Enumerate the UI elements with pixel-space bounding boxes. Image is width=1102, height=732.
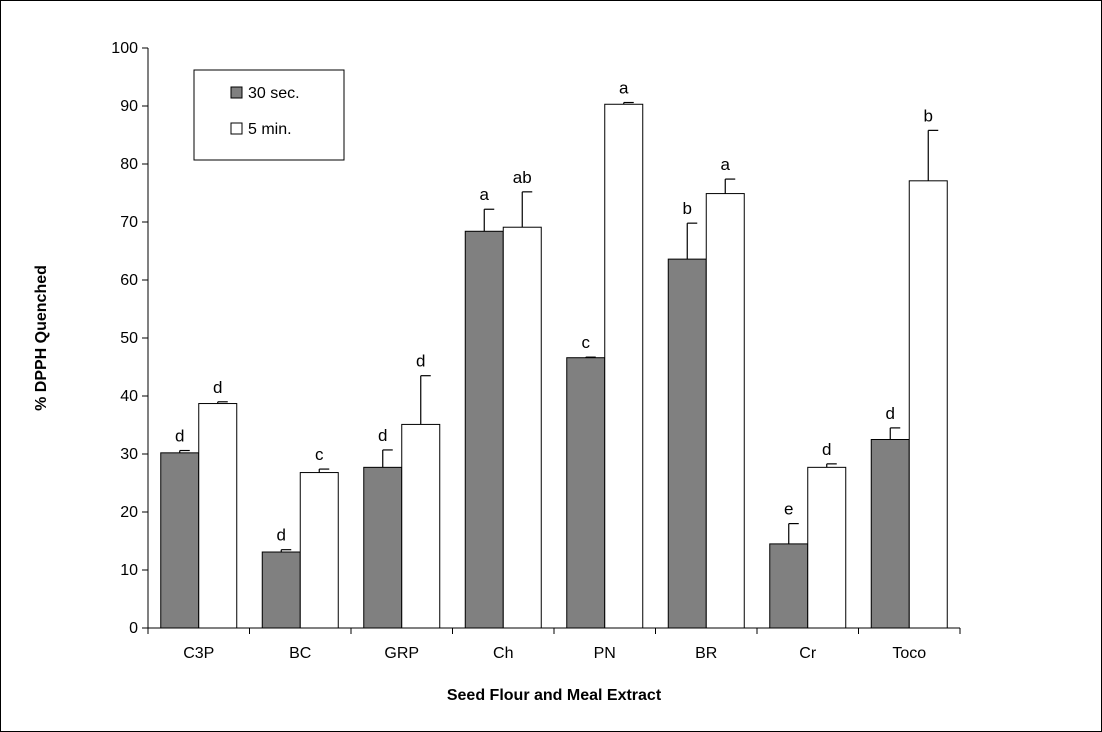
bar [160, 452, 200, 629]
y-tick-label: 20 [120, 504, 138, 521]
bar [870, 439, 910, 629]
y-axis-title: % DPPH Quenched [33, 265, 50, 411]
y-tick-label: 40 [120, 388, 138, 405]
significance-label: e [784, 500, 793, 519]
significance-label: d [277, 526, 286, 545]
bar [604, 103, 644, 629]
x-tick-label: Ch [493, 645, 513, 662]
bar [908, 180, 948, 629]
bar [464, 230, 504, 629]
significance-label: d [416, 352, 425, 371]
y-tick-label: 0 [129, 620, 138, 637]
significance-label: a [721, 155, 731, 174]
y-tick-label: 80 [120, 156, 138, 173]
significance-label: d [213, 378, 222, 397]
x-tick-label: Cr [799, 645, 817, 662]
significance-label: d [822, 440, 831, 459]
bar [261, 551, 301, 629]
significance-label: a [619, 79, 629, 98]
legend-swatch [230, 122, 243, 135]
bar [299, 472, 339, 629]
significance-label: a [480, 185, 490, 204]
x-tick-label: PN [594, 645, 616, 662]
legend-label: 5 min. [248, 121, 292, 138]
x-axis-title: Seed Flour and Meal Extract [447, 687, 662, 704]
x-tick-label: GRP [384, 645, 419, 662]
legend-label: 30 sec. [248, 85, 300, 102]
significance-label: b [924, 106, 933, 125]
y-tick-label: 10 [120, 562, 138, 579]
x-tick-label: BC [289, 645, 311, 662]
x-tick-label: C3P [183, 645, 214, 662]
y-tick-label: 90 [120, 98, 138, 115]
significance-label: b [683, 199, 692, 218]
bar [667, 258, 707, 629]
bar [705, 193, 745, 629]
significance-label: d [175, 427, 184, 446]
y-tick-label: 30 [120, 446, 138, 463]
bar [769, 543, 809, 629]
significance-label: c [315, 445, 324, 464]
y-tick-label: 50 [120, 330, 138, 347]
significance-label: ab [513, 168, 532, 187]
y-tick-label: 70 [120, 214, 138, 231]
bar [502, 226, 542, 629]
bar [198, 403, 238, 629]
bar [807, 466, 847, 629]
bar [401, 423, 441, 629]
legend-swatch [230, 86, 243, 99]
bar [566, 357, 606, 629]
significance-label: d [886, 404, 895, 423]
significance-label: d [378, 426, 387, 445]
legend-box [193, 69, 345, 161]
y-tick-label: 60 [120, 272, 138, 289]
x-tick-label: BR [695, 645, 717, 662]
significance-label: c [582, 333, 591, 352]
bar [363, 466, 403, 629]
x-tick-label: Toco [892, 645, 926, 662]
y-tick-label: 100 [111, 40, 138, 57]
